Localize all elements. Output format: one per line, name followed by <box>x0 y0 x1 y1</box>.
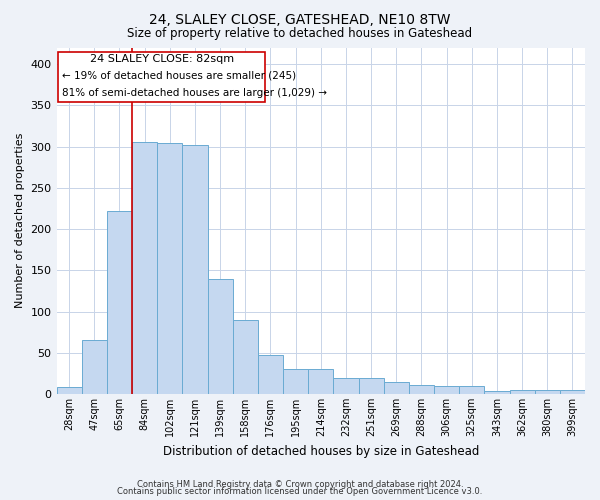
Bar <box>560 390 585 394</box>
Bar <box>258 355 283 394</box>
Text: Contains public sector information licensed under the Open Government Licence v3: Contains public sector information licen… <box>118 487 482 496</box>
Text: 24, SLALEY CLOSE, GATESHEAD, NE10 8TW: 24, SLALEY CLOSE, GATESHEAD, NE10 8TW <box>149 12 451 26</box>
Bar <box>484 390 509 394</box>
Bar <box>434 386 459 394</box>
Bar <box>82 340 107 394</box>
FancyBboxPatch shape <box>58 52 265 102</box>
Bar <box>359 378 383 394</box>
X-axis label: Distribution of detached houses by size in Gateshead: Distribution of detached houses by size … <box>163 444 479 458</box>
Bar <box>56 388 82 394</box>
Bar <box>334 378 359 394</box>
Bar <box>509 390 535 394</box>
Text: 24 SLALEY CLOSE: 82sqm: 24 SLALEY CLOSE: 82sqm <box>89 54 233 64</box>
Bar <box>182 145 208 394</box>
Y-axis label: Number of detached properties: Number of detached properties <box>15 133 25 308</box>
Text: Contains HM Land Registry data © Crown copyright and database right 2024.: Contains HM Land Registry data © Crown c… <box>137 480 463 489</box>
Bar <box>107 211 132 394</box>
Bar <box>283 370 308 394</box>
Bar <box>208 278 233 394</box>
Text: 81% of semi-detached houses are larger (1,029) →: 81% of semi-detached houses are larger (… <box>62 88 326 98</box>
Bar <box>459 386 484 394</box>
Bar <box>535 390 560 394</box>
Text: Size of property relative to detached houses in Gateshead: Size of property relative to detached ho… <box>127 28 473 40</box>
Bar <box>233 320 258 394</box>
Bar <box>308 370 334 394</box>
Text: ← 19% of detached houses are smaller (245): ← 19% of detached houses are smaller (24… <box>62 70 296 80</box>
Bar <box>157 143 182 394</box>
Bar <box>409 385 434 394</box>
Bar <box>132 142 157 394</box>
Bar <box>383 382 409 394</box>
